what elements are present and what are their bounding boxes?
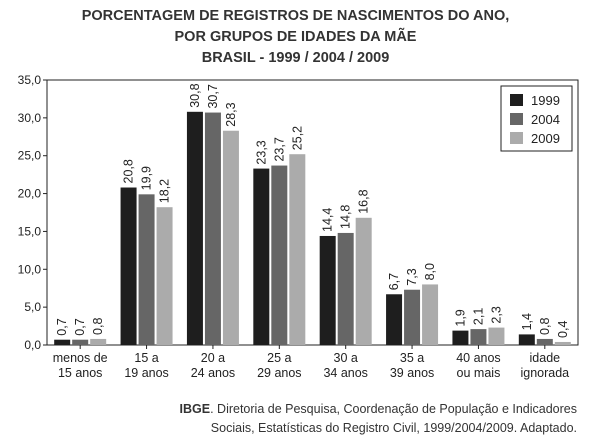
y-tick-label: 30,0 <box>18 111 42 125</box>
legend-label: 2009 <box>531 131 560 146</box>
bar-2004 <box>204 112 221 345</box>
bar-2009 <box>289 154 306 345</box>
bar-1999 <box>120 187 137 345</box>
bar-value-label: 6,7 <box>387 273 401 290</box>
x-category-label: 39 anos <box>390 366 434 380</box>
bar-value-label: 1,4 <box>520 313 534 330</box>
bar-2004 <box>337 232 354 345</box>
bar-value-label: 23,3 <box>254 140 268 164</box>
x-category-label: 20 a <box>201 351 225 365</box>
bar-value-label: 19,9 <box>140 166 154 190</box>
bar-value-label: 14,4 <box>321 208 335 232</box>
x-category-label: 40 anos <box>456 351 500 365</box>
legend-swatch <box>510 94 523 106</box>
bar-2009 <box>355 217 372 345</box>
source-org: IBGE <box>179 402 211 416</box>
bar-value-label: 20,8 <box>122 159 136 183</box>
source-line-2: Sociais, Estatísticas do Registro Civil,… <box>210 421 577 435</box>
bar-value-label: 0,8 <box>91 318 105 335</box>
bar-value-label: 8,0 <box>423 263 437 280</box>
x-category-label: 15 a <box>134 351 158 365</box>
y-tick-label: 35,0 <box>18 73 42 87</box>
x-category-label: 15 anos <box>58 366 102 380</box>
bar-2009 <box>422 284 439 345</box>
chart-title-line-1: PORCENTAGEM DE REGISTROS DE NASCIMENTOS … <box>81 8 510 24</box>
bar-value-label: 28,3 <box>224 102 238 126</box>
bar-2004 <box>404 289 421 345</box>
bar-value-label: 2,1 <box>471 308 485 325</box>
legend-swatch <box>510 113 523 125</box>
y-tick-label: 20,0 <box>18 187 42 201</box>
bar-2004 <box>72 339 89 345</box>
bar-value-label: 2,3 <box>489 306 503 323</box>
y-tick-label: 15,0 <box>18 224 42 238</box>
y-tick-label: 5,0 <box>24 300 41 314</box>
bar-1999 <box>253 168 270 345</box>
x-category-label: 29 anos <box>257 366 301 380</box>
bar-value-label: 0,7 <box>73 318 87 335</box>
bar-2004 <box>536 338 553 345</box>
y-tick-label: 10,0 <box>18 262 42 276</box>
bar-value-label: 14,8 <box>339 205 353 229</box>
bar-2009 <box>222 130 239 345</box>
bar-2004 <box>470 329 487 345</box>
bar-1999 <box>186 111 203 345</box>
plot-frame <box>46 79 579 346</box>
bar-1999 <box>54 339 71 345</box>
bar-2009 <box>156 207 173 345</box>
x-category-label: idade <box>530 351 561 365</box>
legend-label: 2004 <box>531 112 560 127</box>
bar-chart: 0,0 5,0 10,0 15,0 20,0 25,0 30,0 35,0 0,7 0,7 0,8 m… <box>18 73 579 380</box>
chart-title-line-3: BRASIL - 1999 / 2004 / 2009 <box>201 50 390 66</box>
x-category-label: 35 a <box>400 351 424 365</box>
bar-1999 <box>518 334 535 345</box>
x-category-label: 24 anos <box>191 366 235 380</box>
bar-value-label: 0,4 <box>556 321 570 338</box>
y-tick-label: 0,0 <box>24 338 41 352</box>
bar-2004 <box>138 194 155 345</box>
chart-title-line-2: POR GRUPOS DE IDADES DA MÃE <box>174 29 417 45</box>
bar-value-label: 0,8 <box>538 318 552 335</box>
bar-value-label: 0,7 <box>55 318 69 335</box>
bar-value-label: 16,8 <box>357 189 371 213</box>
bar-value-label: 18,2 <box>158 179 172 203</box>
x-category-label: menos de <box>53 351 108 365</box>
x-category-label: 34 anos <box>323 366 367 380</box>
x-category-label: 30 a <box>334 351 358 365</box>
bar-2009 <box>90 338 107 345</box>
bar-1999 <box>319 235 336 345</box>
x-category-label: ou mais <box>457 366 501 380</box>
bar-value-label: 1,9 <box>453 309 467 326</box>
bar-value-label: 30,8 <box>188 83 202 107</box>
x-category-label: 25 a <box>267 351 291 365</box>
bar-value-label: 25,2 <box>290 126 304 150</box>
source-line-1: IBGE. Diretoria de Pesquisa, Coordenação… <box>180 401 577 418</box>
x-category-label: ignorada <box>520 366 569 380</box>
bar-2009 <box>488 327 505 345</box>
legend-label: 1999 <box>531 93 560 108</box>
bar-value-label: 23,7 <box>272 137 286 161</box>
source-line-1-text: . Diretoria de Pesquisa, Coordenação de … <box>210 402 577 416</box>
bar-2009 <box>554 341 571 345</box>
legend-swatch <box>510 132 523 144</box>
y-tick-label: 25,0 <box>18 149 42 163</box>
bar-value-label: 30,7 <box>206 84 220 108</box>
bar-2004 <box>271 165 288 345</box>
bar-1999 <box>452 330 469 345</box>
bar-value-label: 7,3 <box>405 268 419 285</box>
bar-1999 <box>386 294 403 345</box>
x-category-label: 19 anos <box>124 366 168 380</box>
